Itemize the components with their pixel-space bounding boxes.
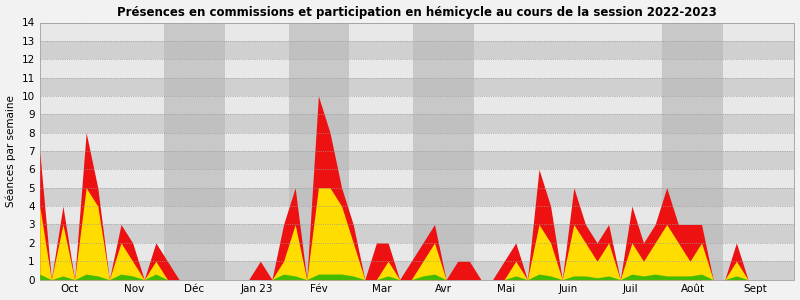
Y-axis label: Séances par semaine: Séances par semaine [6,95,16,207]
Bar [40,41,794,59]
Bar [40,206,794,224]
Bar [40,151,794,170]
Bar [662,22,722,280]
Bar [40,78,794,96]
Title: Présences en commissions et participation en hémicycle au cours de la session 20: Présences en commissions et participatio… [118,6,717,19]
Bar [414,22,474,280]
Bar [40,243,794,261]
Bar [40,59,794,78]
Bar [40,188,794,206]
Bar [40,261,794,280]
Bar [40,114,794,133]
Bar [164,22,225,280]
Bar [40,224,794,243]
Bar [40,22,794,41]
Bar [289,22,349,280]
Bar [40,96,794,114]
Bar [40,133,794,151]
Bar [40,169,794,188]
